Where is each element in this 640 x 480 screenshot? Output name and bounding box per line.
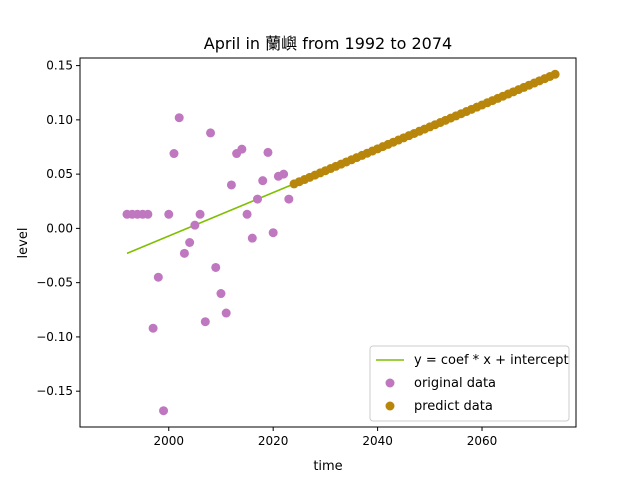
original-data-point	[247, 233, 257, 243]
legend-box	[369, 345, 570, 422]
original-data-point	[237, 144, 247, 154]
original-data-point	[242, 209, 252, 219]
original-data-point	[195, 209, 205, 219]
original-data-point	[153, 272, 163, 282]
original-data-point	[164, 209, 174, 219]
y-tick-label: 0.15	[46, 59, 73, 73]
original-data-point	[221, 308, 231, 318]
x-axis: 2000 2020 2040 2060	[153, 427, 497, 448]
legend-original-swatch	[385, 378, 395, 388]
plot-frame	[79, 57, 577, 428]
predict-data-point	[550, 69, 560, 79]
original-data-point	[174, 113, 184, 123]
y-tick-label: −0.15	[36, 384, 73, 398]
original-data-point	[216, 289, 226, 299]
legend-predict-swatch	[385, 401, 395, 411]
legend-label-fit: y = coef * x + intercept	[414, 353, 569, 368]
x-tick-label: 2040	[362, 434, 393, 448]
x-tick-label: 2020	[258, 434, 289, 448]
original-data-point	[206, 128, 216, 138]
original-data-point	[179, 248, 189, 258]
legend-label-original: original data	[414, 376, 496, 391]
y-tick-label: −0.10	[36, 330, 73, 344]
plot-marks	[122, 69, 560, 416]
original-data-point	[185, 238, 195, 247]
original-data-point	[211, 262, 221, 272]
original-data-point	[159, 406, 169, 416]
y-axis: −0.15 −0.10 −0.05 0.00 0.05 0.10 0.15	[36, 59, 80, 398]
y-tick-label: 0.05	[46, 167, 73, 181]
y-axis-label: level	[16, 228, 31, 259]
original-data-point	[190, 220, 200, 230]
y-tick-label: −0.05	[36, 276, 73, 290]
fit-line	[126, 183, 295, 255]
legend-label-predict: predict data	[414, 399, 493, 414]
x-axis-label: time	[313, 459, 342, 474]
x-tick-label: 2000	[153, 434, 184, 448]
y-tick-label: 0.00	[46, 221, 73, 235]
original-data-point	[143, 209, 153, 219]
chart-title: April in 蘭嶼 from 1992 to 2074	[204, 34, 452, 53]
original-data-point	[258, 176, 268, 186]
original-data-point	[226, 180, 236, 190]
original-data-point	[268, 228, 278, 238]
original-data-point	[279, 169, 289, 179]
original-data-point	[253, 194, 263, 204]
original-data-point	[263, 147, 273, 157]
legend: y = coef * x + intercept original data p…	[369, 345, 570, 422]
original-data-point	[148, 323, 158, 333]
x-tick-label: 2060	[467, 434, 498, 448]
original-data-point	[200, 317, 210, 327]
y-tick-label: 0.10	[46, 113, 73, 127]
original-data-point	[284, 194, 294, 204]
original-data-point	[169, 149, 179, 159]
